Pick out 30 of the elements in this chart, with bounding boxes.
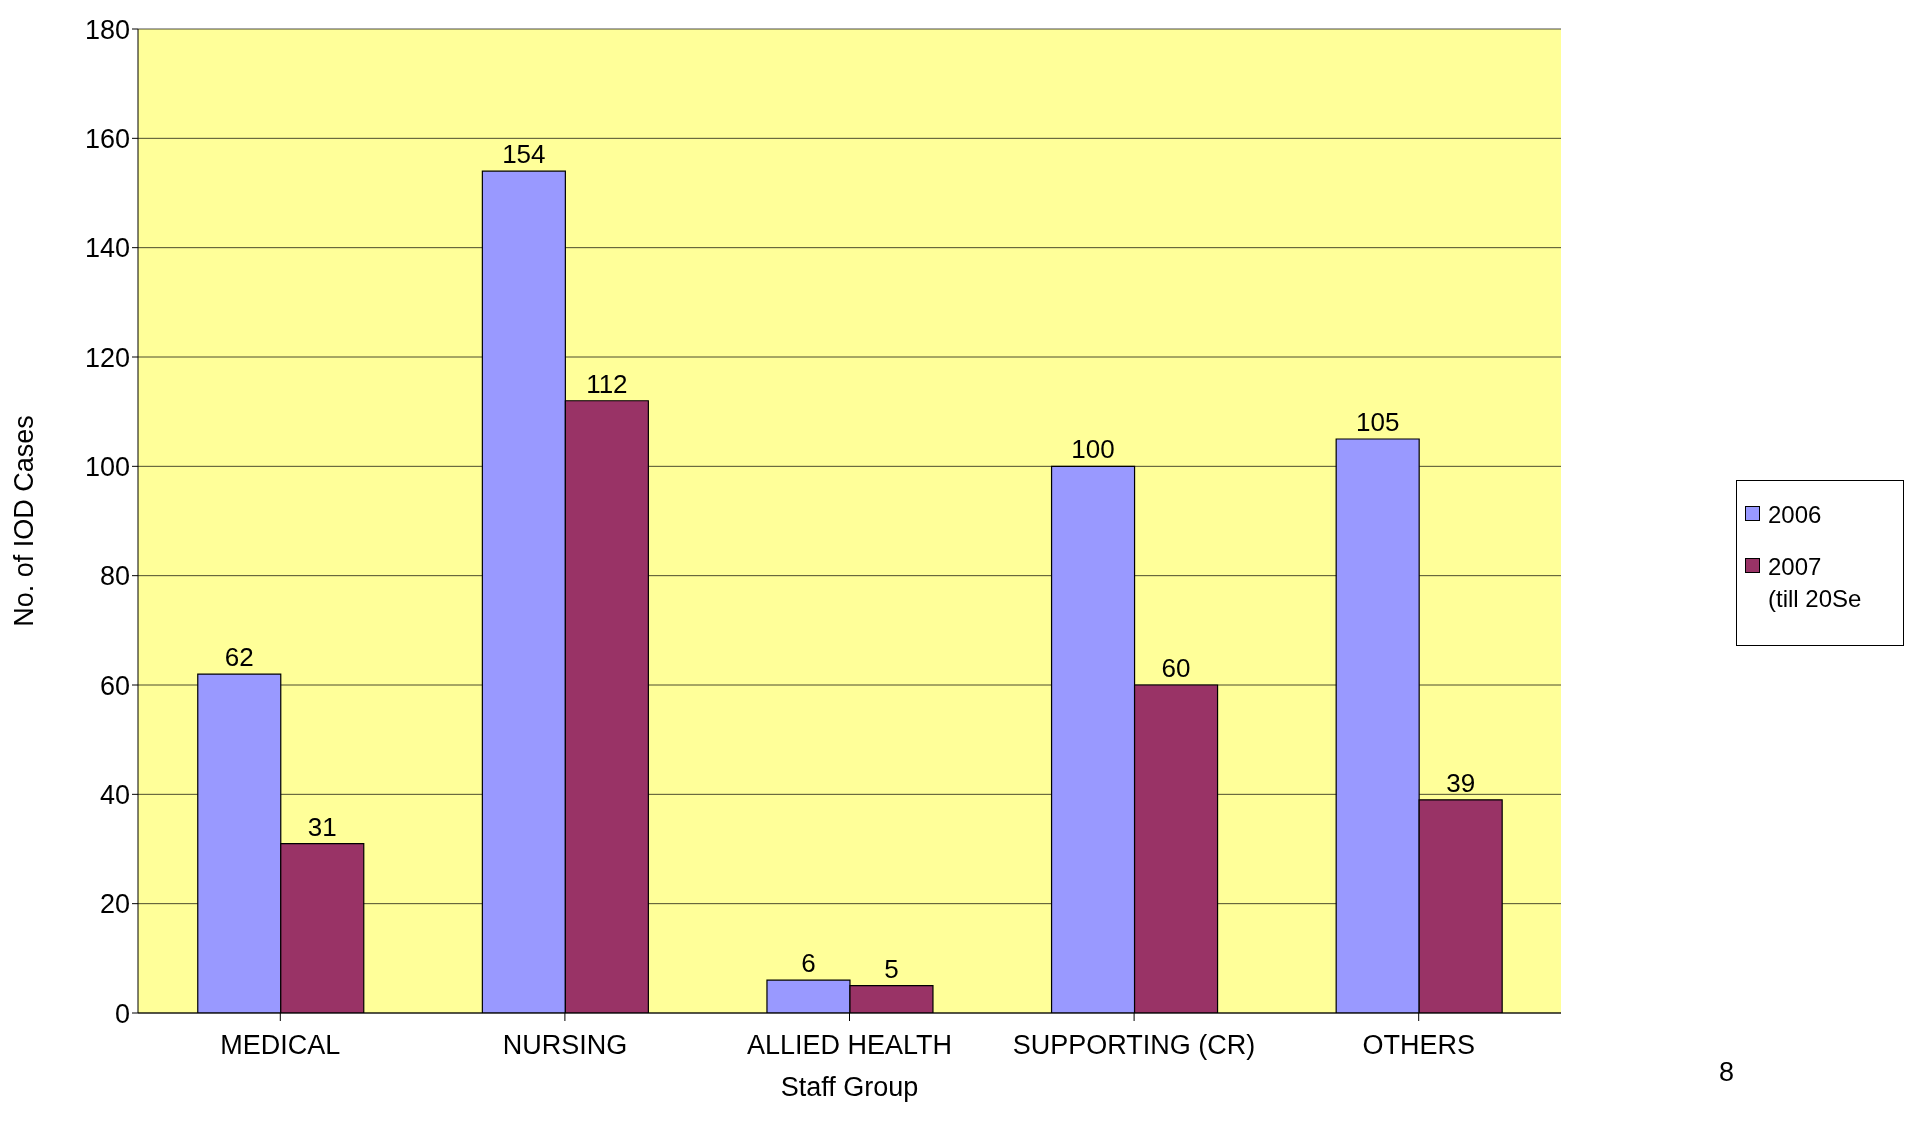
y-tick-label: 180 (84, 14, 130, 45)
data-label: 5 (884, 953, 899, 984)
data-label: 60 (1161, 653, 1191, 683)
data-label: 31 (307, 811, 337, 842)
y-tick-label: 40 (99, 779, 130, 810)
x-tick-label: MEDICAL (220, 1030, 341, 1061)
y-tick-label: 140 (84, 233, 130, 264)
y-tick-label: 120 (84, 342, 130, 373)
legend-label: 2007 (till 20Se (1768, 552, 1862, 614)
data-label: 6 (801, 948, 816, 979)
x-tick-label: OTHERS (1362, 1030, 1475, 1061)
data-label: 112 (586, 368, 628, 399)
x-tick-label: SUPPORTING (CR) (1012, 1030, 1256, 1061)
y-axis-title: No. of IOD Cases (8, 415, 39, 627)
y-tick-label: 160 (84, 123, 130, 154)
data-label: 62 (224, 642, 254, 673)
y-tick-label: 80 (99, 561, 130, 592)
x-axis-title: Staff Group (780, 1072, 919, 1102)
data-label: 154 (502, 139, 546, 170)
x-tick-label: NURSING (502, 1030, 628, 1061)
y-tick-label: 60 (99, 670, 130, 701)
data-label: 39 (1446, 767, 1476, 798)
data-label: 100 (1071, 434, 1115, 465)
y-tick-label: 0 (114, 998, 130, 1029)
y-tick-label: 20 (99, 889, 130, 920)
data-label: 105 (1355, 407, 1400, 437)
text: 8 (1718, 1057, 1734, 1088)
x-tick-label: ALLIED HEALTH (746, 1030, 953, 1061)
y-tick-label: 100 (84, 451, 130, 482)
legend-label: 2006 (1768, 500, 1822, 530)
